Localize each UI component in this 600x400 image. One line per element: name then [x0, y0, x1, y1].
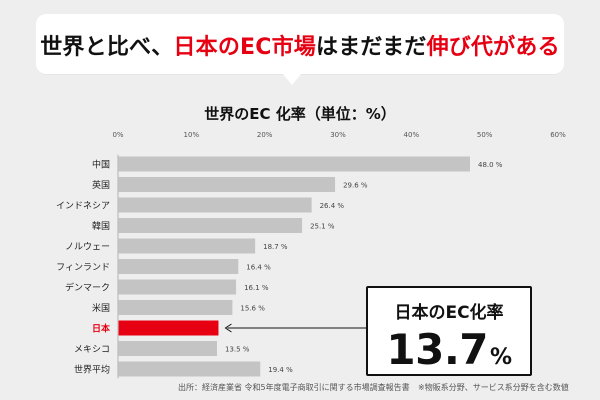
bar — [118, 177, 336, 192]
callout-value: 13.7 — [386, 325, 489, 374]
callout-arrowhead — [224, 323, 232, 333]
headline-part-4: 伸び代がある — [426, 35, 560, 60]
category-label: 中国 — [92, 159, 110, 171]
value-label: 16.1 % — [244, 284, 269, 292]
category-label: デンマーク — [65, 282, 110, 294]
bar — [118, 156, 470, 172]
category-label: 世界平均 — [74, 364, 110, 376]
x-tick-label: 30% — [330, 131, 346, 139]
value-label: 13.5 % — [225, 346, 250, 354]
category-label: メキシコ — [74, 345, 110, 355]
bar — [118, 197, 312, 213]
bar — [118, 361, 261, 377]
callout-value-line: 13.7% — [368, 325, 530, 374]
value-label: 48.0 % — [478, 161, 503, 169]
headline-part-2: 日本のEC市場 — [173, 35, 316, 60]
bar — [118, 341, 217, 356]
value-label: 15.6 % — [240, 305, 265, 313]
category-label: インドネシア — [56, 201, 110, 212]
value-label: 18.7 % — [263, 243, 288, 251]
japan-callout-box: 日本のEC化率 13.7% — [366, 286, 532, 376]
category-label: フィンランド — [56, 262, 110, 273]
bar — [118, 218, 303, 233]
bar — [118, 279, 237, 295]
value-label: 16.4 % — [246, 264, 271, 272]
bar — [118, 238, 256, 254]
bar-highlight — [118, 320, 219, 336]
callout-unit: % — [490, 345, 512, 370]
category-label: 日本 — [92, 323, 111, 335]
x-tick-label: 0% — [112, 131, 123, 139]
x-tick-label: 60% — [550, 131, 566, 139]
headline-bubble: 世界と比べ、日本のEC市場はまだまだ伸び代がある — [36, 14, 564, 74]
category-label: 米国 — [92, 302, 110, 314]
bar — [118, 259, 239, 274]
callout-label: 日本のEC化率 — [394, 303, 504, 323]
value-label: 26.4 % — [320, 202, 345, 210]
value-label: 25.1 % — [310, 223, 335, 231]
data-note: ※物販系分野、サービス系分野を含む数値 — [418, 383, 569, 392]
x-tick-label: 50% — [477, 131, 493, 139]
category-label: ノルウェー — [65, 242, 110, 253]
x-tick-label: 20% — [257, 131, 273, 139]
value-label: 19.4 % — [268, 366, 293, 374]
x-tick-label: 40% — [404, 131, 420, 139]
bar — [118, 300, 233, 315]
category-label: 韓国 — [92, 221, 110, 232]
x-tick-label: 10% — [184, 131, 200, 139]
category-label: 英国 — [92, 179, 110, 191]
headline-bubble-tail — [282, 73, 302, 85]
headline-part-1: 世界と比べ、 — [40, 35, 174, 60]
value-label: 29.6 % — [343, 182, 368, 190]
chart-title: 世界のEC 化率（単位：%） — [204, 105, 396, 123]
headline-part-3: はまだまだ — [316, 35, 427, 60]
headline: 世界と比べ、日本のEC市場はまだまだ伸び代がある — [36, 29, 564, 61]
source-note: 出所：経済産業省 令和5年度電子商取引に関する市場調査報告書 — [178, 383, 410, 392]
